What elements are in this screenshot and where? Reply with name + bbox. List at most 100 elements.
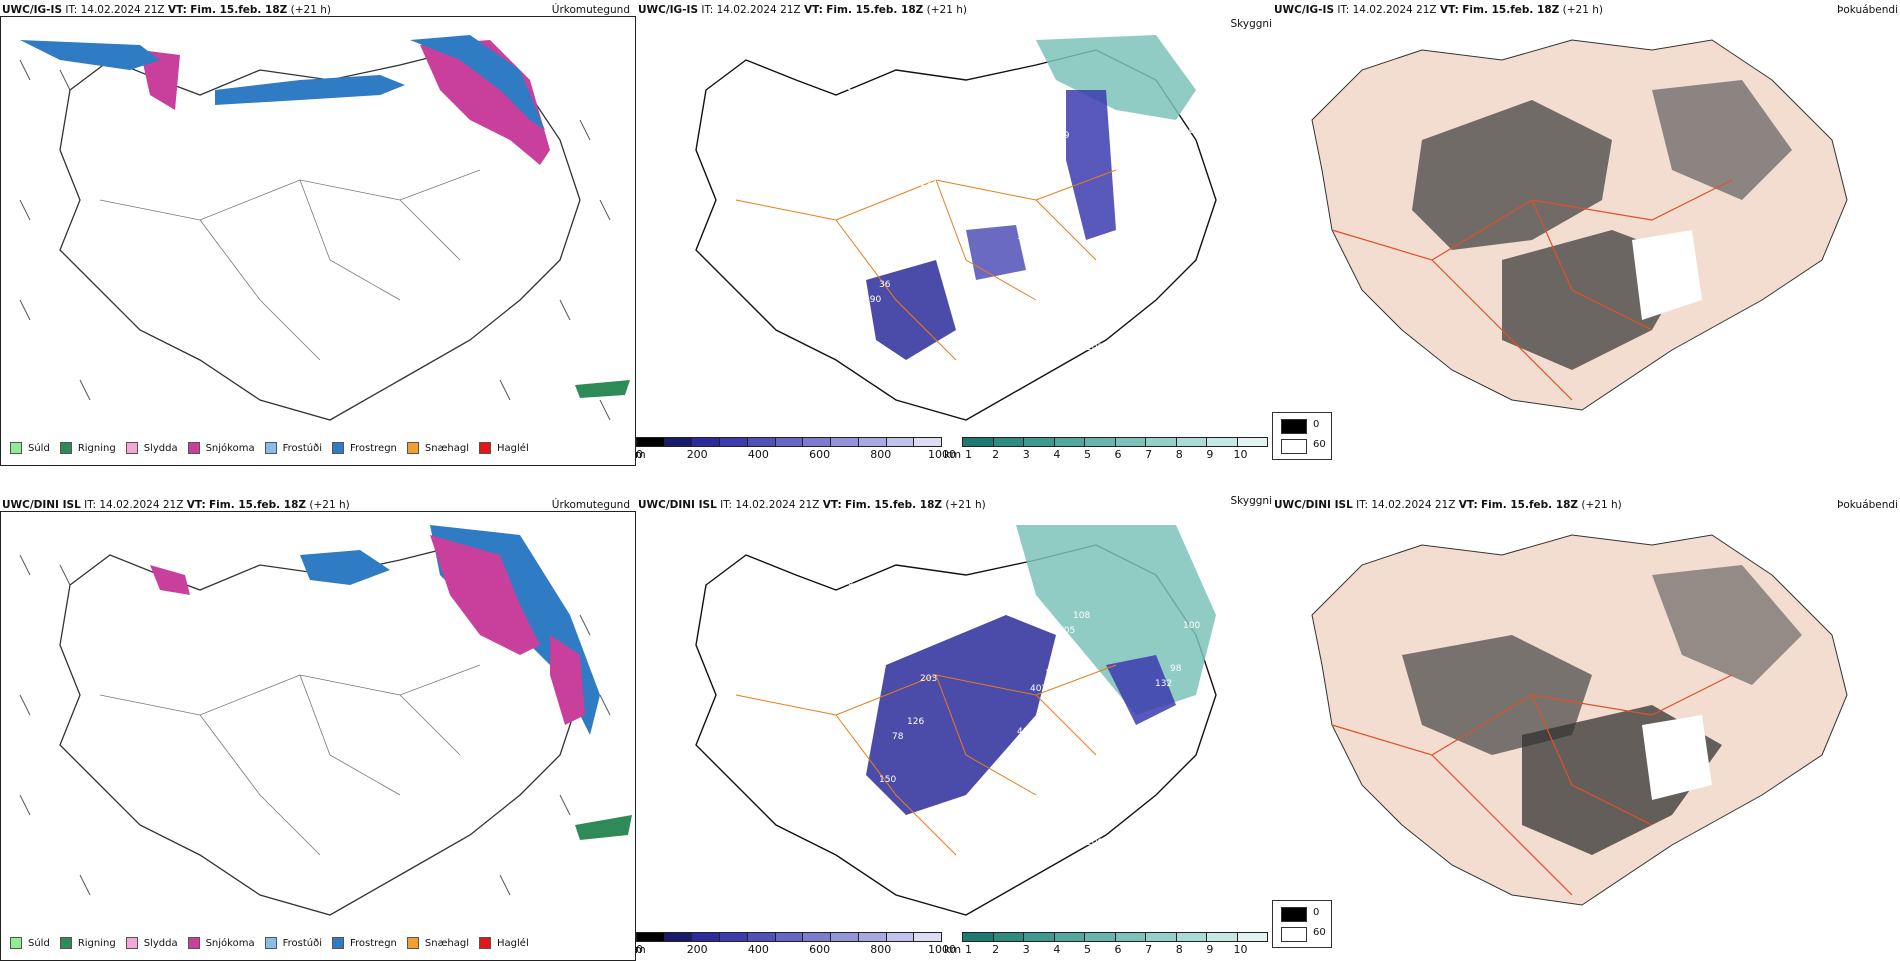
visibility-value-label: 122 xyxy=(920,179,937,189)
precip-legend-item: Frostúði xyxy=(264,442,322,454)
clear-patch xyxy=(1632,230,1702,320)
precip-legend-swatch xyxy=(10,937,22,949)
cloud-legend-swatch-60 xyxy=(1281,927,1307,942)
run-header: UWC/DINI ISL IT: 14.02.2024 21Z VT: Fim.… xyxy=(1274,499,1622,511)
colorbar-ticks: 1 2 3 4 5 6 7 8 9 10 xyxy=(962,447,1268,461)
lead-time: (+21 h) xyxy=(1581,499,1622,511)
cloud-legend: 0 60 xyxy=(1272,412,1332,460)
colorbar-cell xyxy=(993,933,1024,941)
vt-value: Fim. 15.feb. 18Z xyxy=(826,4,924,16)
visibility-value-labels: 710 849 402 584 962 843 705 132 78 163 208 100 203 40… xyxy=(836,578,1200,853)
colorbar-tick-label: 0 xyxy=(636,448,643,461)
colorbar-cell xyxy=(720,438,748,446)
colorbar-cell xyxy=(747,438,776,446)
visibility-value-label: 16 xyxy=(948,121,960,131)
it-value: 14.02.2024 21Z xyxy=(99,499,184,511)
visibility-value-label: 402 xyxy=(1030,684,1047,694)
precip-legend-label: Súld xyxy=(28,442,50,454)
snow-area-nw xyxy=(140,50,180,110)
visibility-value-label: 170 xyxy=(948,616,965,626)
colorbar-cell xyxy=(1024,933,1055,941)
model-name: UWC/IG-IS xyxy=(638,4,699,16)
colorbar-cells xyxy=(636,437,942,447)
colorbar-ticks: 1 2 3 4 5 6 7 8 9 10 xyxy=(962,942,1268,956)
colorbar-cell xyxy=(963,438,994,446)
visibility-value-label: 401 xyxy=(1017,727,1034,737)
vt-label: VT: xyxy=(822,499,842,511)
colorbar-cells xyxy=(962,932,1268,942)
visibility-value-label: 157 xyxy=(961,348,978,358)
colorbar-tick-label: 1000 xyxy=(928,448,956,461)
visibility-value-label: 100 xyxy=(1183,621,1200,631)
cloud-dark-patch xyxy=(1652,565,1802,685)
precip-legend-swatch xyxy=(10,442,22,454)
visibility-value-label: 78 xyxy=(892,732,904,742)
vt-label: VT: xyxy=(803,4,823,16)
colorbar-cell xyxy=(1237,438,1267,446)
precip-legend-label: Snjókoma xyxy=(205,442,255,454)
visibility-value-label: 126 xyxy=(907,717,924,727)
precip-legend-label: Frostregn xyxy=(350,442,397,454)
vt-value: Fim. 15.feb. 18Z xyxy=(845,499,943,511)
precip-legend-label: Rigning xyxy=(77,937,116,949)
colorbar-cells xyxy=(962,437,1268,447)
colorbar-cell xyxy=(886,438,915,446)
cloud-legend-label-60: 60 xyxy=(1313,927,1326,938)
it-value: 14.02.2024 21Z xyxy=(1352,4,1437,16)
colorbar-cell xyxy=(831,933,859,941)
precip-legend-swatch xyxy=(406,442,419,454)
it-label: IT: xyxy=(701,4,714,16)
precip-legend-swatch xyxy=(187,937,200,949)
precip-legend-label: Frostúði xyxy=(282,937,322,949)
colorbar-cell xyxy=(963,933,994,941)
visibility-value-label: 129 xyxy=(1030,189,1047,199)
visibility-value-label: 63 xyxy=(1045,174,1056,184)
colorbar-tick-label: 1 xyxy=(965,448,973,461)
precip-legend-label: Súld xyxy=(28,937,50,949)
visibility-value-label: 104 xyxy=(1114,780,1131,790)
colorbar-ticks: 0 200 400 600 800 1000 xyxy=(636,447,956,461)
it-label: IT: xyxy=(720,499,733,511)
model-name: UWC/IG-IS xyxy=(2,4,63,16)
snow-area xyxy=(430,535,540,655)
visibility-value-label: 108 xyxy=(1073,611,1090,621)
iceland-outline xyxy=(695,49,1217,421)
visibility-value-label: 163 xyxy=(989,785,1006,795)
freezing-rain-band xyxy=(215,75,405,105)
clear-patch xyxy=(1642,715,1712,800)
road-network xyxy=(735,169,1117,361)
precip-legend-label: Frostúði xyxy=(282,442,322,454)
model-name: UWC/DINI ISL xyxy=(2,499,81,511)
panel-title: Skyggni xyxy=(1230,18,1273,30)
colorbar-cell xyxy=(664,438,693,446)
colorbar-unit: km xyxy=(944,448,962,461)
colorbar-cell xyxy=(637,438,665,446)
colorbar-tick-label: 200 xyxy=(686,448,708,461)
precip-legend-swatch xyxy=(59,937,72,949)
visibility-value-label: 849 xyxy=(933,631,950,641)
snow-area-east xyxy=(550,635,585,725)
wind-barbs xyxy=(19,554,611,896)
it-value: 14.02.2024 21Z xyxy=(716,4,801,16)
iceland-outline xyxy=(695,544,1217,916)
precip-legend-label: Haglél xyxy=(497,442,529,454)
m-visibility-area-s xyxy=(866,260,956,360)
visibility-value-label: 36 xyxy=(879,280,891,290)
precip-legend-item: Snjókoma xyxy=(187,442,255,454)
it-value: 14.02.2024 21Z xyxy=(735,499,820,511)
visibility-value-label: 170 xyxy=(851,338,868,348)
precip-legend-swatch xyxy=(406,937,419,949)
precip-map xyxy=(19,35,630,421)
precip-legend-item: Slydda xyxy=(125,937,178,949)
colorbar-cell xyxy=(1085,933,1116,941)
visibility-value-label: 642 xyxy=(836,83,853,93)
visibility-value-label: 705 xyxy=(1058,626,1075,636)
visibility-value-label: 962 xyxy=(864,790,881,800)
run-header: UWC/DINI ISL IT: 14.02.2024 21Z VT: Fim.… xyxy=(638,499,986,511)
colorbar-cell xyxy=(1024,438,1055,446)
colorbar-unit: m xyxy=(635,448,646,461)
precip-legend-swatch xyxy=(59,442,72,454)
visibility-value-label: 98 xyxy=(1170,664,1182,674)
precip-legend-swatch xyxy=(264,442,277,454)
cloud-panel-bottom: UWC/DINI ISL IT: 14.02.2024 21Z VT: Fim.… xyxy=(1272,495,1900,950)
